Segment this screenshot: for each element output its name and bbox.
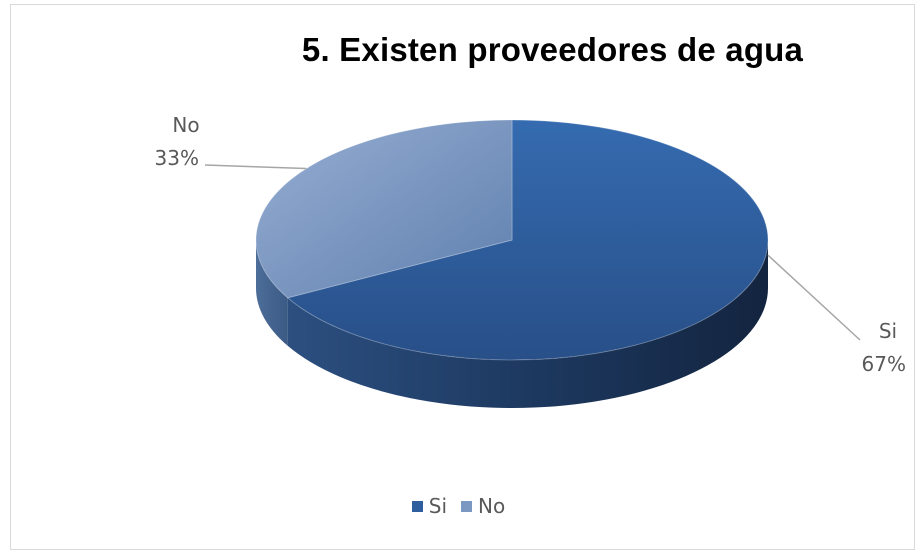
chart-title: 5. Existen proveedores de agua: [301, 31, 804, 68]
chart-legend: Si No: [0, 494, 917, 518]
data-label-percent-si: 67%: [862, 352, 906, 376]
leader-line-si: [767, 254, 861, 341]
legend-label-si: Si: [428, 494, 448, 518]
pie-slice-si: [286, 119, 769, 361]
legend-item-si: Si: [411, 494, 448, 518]
pie-side-si: [287, 240, 768, 408]
data-label-category-si: Si: [879, 319, 897, 343]
data-label-percent-no: 33%: [155, 146, 199, 170]
legend-swatch-si: [411, 500, 423, 512]
leader-line-no: [204, 164, 307, 170]
legend-swatch-no: [461, 500, 473, 512]
legend-item-no: No: [461, 494, 505, 518]
legend-label-no: No: [478, 494, 506, 518]
pie-slice-no: [255, 119, 513, 299]
pie-side-no: [256, 240, 288, 346]
data-label-category-no: No: [172, 113, 199, 137]
